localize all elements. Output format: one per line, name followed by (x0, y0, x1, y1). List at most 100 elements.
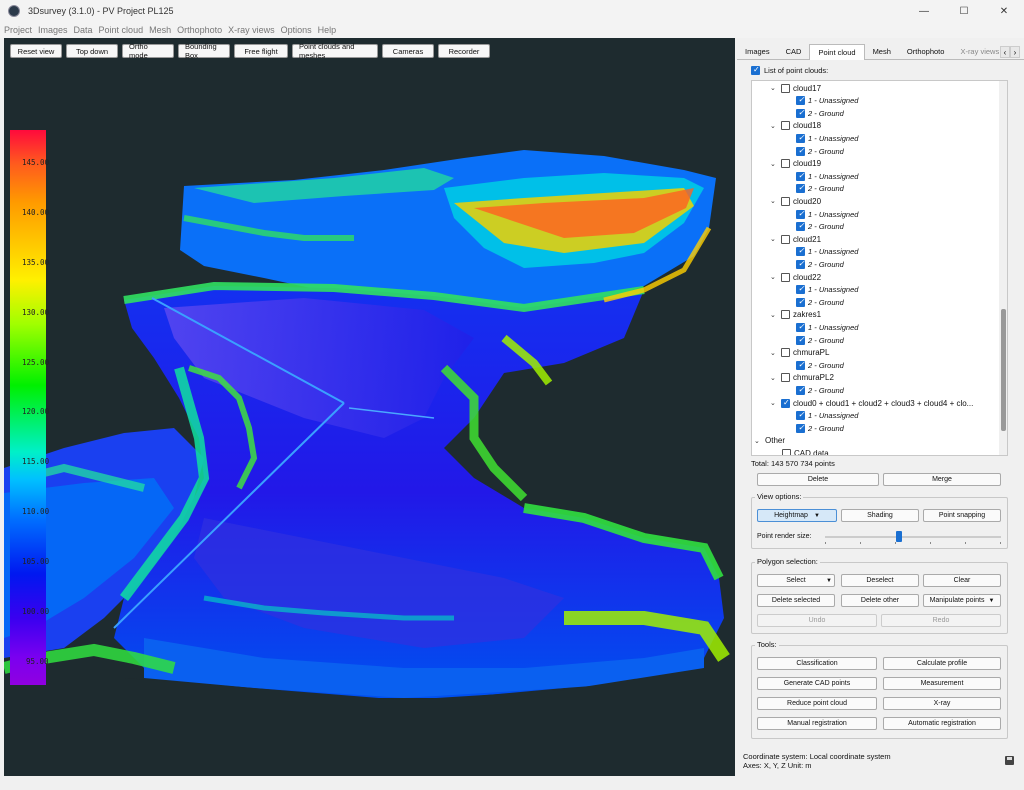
tree-item-class[interactable]: 1 - Unassigned (796, 246, 858, 258)
point-render-size-thumb[interactable] (895, 531, 902, 542)
chevron-left-icon[interactable]: ‹ (1000, 46, 1010, 58)
class-checkbox[interactable] (796, 297, 805, 307)
class-checkbox[interactable] (796, 146, 805, 156)
caret-down-icon[interactable]: ▼ (826, 577, 832, 584)
tree-item-class[interactable]: 1 - Unassigned (796, 132, 858, 144)
tree-item-class[interactable]: 2 - Ground (796, 221, 844, 233)
tree-item-cloud[interactable]: ⌄ cloud20 (770, 195, 821, 207)
class-checkbox[interactable] (796, 335, 805, 345)
measurement-button[interactable]: Measurement (883, 677, 1001, 690)
tree-item-cloud[interactable]: ⌄ cloud0 + cloud1 + cloud2 + cloud3 + clo… (770, 397, 973, 409)
tree-item-class[interactable]: 1 - Unassigned (796, 170, 858, 182)
list-of-point-clouds-header[interactable]: List of point clouds: (751, 65, 828, 75)
chevron-right-icon[interactable]: › (1010, 46, 1020, 58)
tree-item-class[interactable]: 1 - Unassigned (796, 208, 858, 220)
clear-button[interactable]: Clear (923, 574, 1001, 587)
tab-orthophoto[interactable]: Orthophoto (906, 47, 945, 56)
top-down-button[interactable]: Top down (66, 44, 118, 58)
class-checkbox[interactable] (796, 133, 805, 143)
tree-item-cloud[interactable]: ⌄ cloud19 (770, 158, 821, 170)
manual-registration-button[interactable]: Manual registration (757, 717, 877, 730)
menu-images[interactable]: Images (38, 25, 68, 35)
tab-cad[interactable]: CAD (785, 47, 802, 56)
point-snapping-button[interactable]: Point snapping (923, 509, 1001, 522)
tree-scrollbar[interactable] (999, 81, 1007, 455)
tree-item-class[interactable]: 1 - Unassigned (796, 284, 858, 296)
tree-item-class[interactable]: 2 - Ground (796, 334, 844, 346)
class-checkbox[interactable] (796, 360, 805, 370)
tree-item-class[interactable]: 2 - Ground (796, 183, 844, 195)
delete-selected-button[interactable]: Delete selected (757, 594, 835, 607)
class-checkbox[interactable] (796, 183, 805, 194)
menu-orthophoto[interactable]: Orthophoto (177, 25, 223, 35)
tree-item-class[interactable]: 2 - Ground (796, 258, 844, 270)
chevron-down-icon[interactable]: ⌄ (770, 374, 776, 382)
3d-viewport[interactable]: Reset view Top down Ortho mode Bounding … (4, 38, 735, 776)
class-checkbox[interactable] (796, 322, 805, 332)
menu-data[interactable]: Data (73, 25, 93, 35)
delete-button[interactable]: Delete (757, 473, 879, 486)
shading-button[interactable]: Shading (841, 509, 919, 522)
cloud-checkbox[interactable] (781, 121, 790, 131)
tab-mesh[interactable]: Mesh (872, 47, 891, 56)
select-button[interactable]: Select ▼ (757, 574, 835, 587)
reset-view-button[interactable]: Reset view (10, 44, 62, 58)
tab-xray-views[interactable]: X-ray views (960, 47, 1000, 56)
maximize-button[interactable]: ☐ (959, 5, 969, 17)
class-checkbox[interactable] (796, 221, 805, 232)
cloud-checkbox[interactable] (781, 159, 790, 169)
select-all-checkbox[interactable] (751, 65, 760, 75)
class-checkbox[interactable] (796, 259, 805, 269)
menu-xray-views[interactable]: X-ray views (228, 25, 275, 35)
class-checkbox[interactable] (796, 385, 805, 395)
tree-item-cloud[interactable]: ⌄ cloud22 (770, 271, 821, 283)
tree-item-class[interactable]: 2 - Ground (796, 384, 844, 396)
tree-item-class[interactable]: 2 - Ground (796, 422, 844, 434)
cloud-checkbox[interactable] (781, 83, 790, 93)
class-checkbox[interactable] (796, 246, 805, 257)
redo-button[interactable]: Redo (881, 614, 1001, 627)
tree-item-cloud[interactable]: ⌄ cloud21 (770, 233, 821, 245)
chevron-down-icon[interactable]: ⌄ (770, 85, 776, 92)
ortho-mode-button[interactable]: Ortho mode (122, 42, 174, 60)
cloud-checkbox[interactable] (781, 373, 790, 383)
tree-item-class[interactable]: 2 - Ground (796, 296, 844, 308)
tree-item-class[interactable]: 1 - Unassigned (796, 95, 858, 107)
tree-item-other[interactable]: ⌄ Other (754, 435, 785, 447)
bounding-box-button[interactable]: Bounding Box (178, 42, 230, 60)
cloud-checkbox[interactable] (781, 272, 790, 282)
close-button[interactable]: ✕ (999, 5, 1009, 17)
tab-images[interactable]: Images (745, 47, 770, 56)
menu-help[interactable]: Help (317, 25, 337, 35)
cloud-checkbox[interactable] (781, 398, 790, 408)
cloud-checkbox[interactable] (781, 348, 790, 358)
chevron-down-icon[interactable]: ⌄ (770, 311, 776, 319)
tree-item-cad-data[interactable]: CAD data (782, 447, 829, 455)
heightmap-dropdown[interactable]: Heightmap ▼ (757, 509, 837, 522)
automatic-registration-button[interactable]: Automatic registration (883, 717, 1001, 730)
menu-options[interactable]: Options (280, 25, 312, 35)
tree-item-cloud[interactable]: ⌄ cloud18 (770, 120, 821, 132)
chevron-down-icon[interactable]: ⌄ (770, 122, 776, 130)
point-cloud-tree[interactable]: ⌄ cloud17 1 - Unassigned 2 - Ground ⌄ cloud18… (751, 80, 1008, 456)
chevron-down-icon[interactable]: ⌄ (770, 198, 776, 206)
class-checkbox[interactable] (796, 209, 805, 219)
calculate-profile-button[interactable]: Calculate profile (883, 657, 1001, 670)
tree-item-cloud[interactable]: ⌄ zakres1 (770, 309, 821, 321)
recorder-button[interactable]: Recorder (438, 44, 490, 58)
delete-other-button[interactable]: Delete other (841, 594, 919, 607)
class-checkbox[interactable] (796, 284, 805, 295)
menu-project[interactable]: Project (4, 25, 33, 35)
cloud-checkbox[interactable] (781, 310, 790, 320)
tab-point-cloud[interactable]: Point cloud (809, 44, 865, 60)
tree-item-cloud[interactable]: ⌄ cloud17 (770, 82, 821, 94)
cameras-button[interactable]: Cameras (382, 44, 434, 58)
chevron-down-icon[interactable]: ⌄ (770, 236, 776, 244)
xray-button[interactable]: X-ray (883, 697, 1001, 710)
point-render-size-slider[interactable] (825, 536, 1001, 538)
class-checkbox[interactable] (796, 108, 805, 118)
free-flight-button[interactable]: Free flight (234, 44, 288, 58)
deselect-button[interactable]: Deselect (841, 574, 919, 587)
merge-button[interactable]: Merge (883, 473, 1001, 486)
reduce-point-cloud-button[interactable]: Reduce point cloud (757, 697, 877, 710)
